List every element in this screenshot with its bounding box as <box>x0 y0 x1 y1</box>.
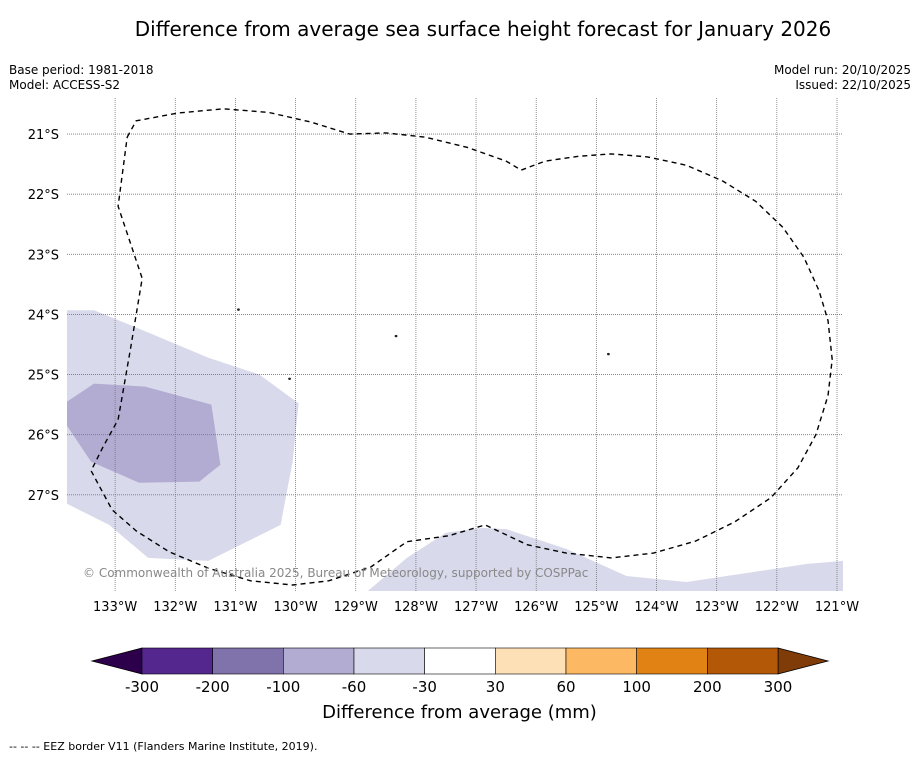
x-tick-label: 132°W <box>153 600 197 615</box>
colorbar-tick-label: -60 <box>342 678 367 696</box>
colorbar-tick-label: -30 <box>412 678 437 696</box>
x-tick-label: 130°W <box>274 600 318 615</box>
model-text: Model: ACCESS-S2 <box>9 78 121 92</box>
base-period-text: Base period: 1981-2018 <box>9 63 154 77</box>
anomaly-regions <box>67 310 843 591</box>
x-tick-label: 127°W <box>454 600 498 615</box>
y-tick-label: 27°S <box>28 489 59 504</box>
x-tick-label: 124°W <box>634 600 678 615</box>
colorbar-tick-label: 300 <box>764 678 793 696</box>
eez-border-layer <box>90 108 833 586</box>
anomaly-region-3 <box>367 527 843 591</box>
eez-border <box>90 108 833 586</box>
colorbar-band-3 <box>283 647 355 675</box>
colorbar-band-7 <box>565 647 637 675</box>
islet-a-island <box>237 308 240 311</box>
y-tick-label: 25°S <box>28 369 59 384</box>
colorbar-extend-high <box>777 647 830 675</box>
y-tick-label: 22°S <box>28 188 59 203</box>
chart-title: Difference from average sea surface heig… <box>134 17 832 41</box>
colorbar-band-9 <box>707 647 779 675</box>
y-axis-ticks: 21°S 22°S 23°S 24°S 25°S 26°S 27°S <box>28 128 59 504</box>
colorbar-extend-low <box>90 647 143 675</box>
y-tick-label: 24°S <box>28 308 59 323</box>
model-run-text: Model run: 20/10/2025 <box>773 63 911 77</box>
colorbar-band-4 <box>353 647 425 675</box>
x-tick-label: 121°W <box>815 600 859 615</box>
islet-c-island <box>288 377 291 380</box>
colorbar-band-6 <box>495 647 567 675</box>
colorbar-title: Difference from average (mm) <box>322 702 597 723</box>
y-tick-label: 26°S <box>28 429 59 444</box>
x-axis-ticks: 133°W 132°W 131°W 130°W 129°W 128°W 127°W 126°W… <box>93 600 859 615</box>
colorbar-band-2 <box>212 647 284 675</box>
colorbar: -300 -200 -100 -60 -30 30 60 100 200 300 <box>90 647 830 696</box>
colorbar-band-8 <box>636 647 708 675</box>
header-right: Model run: 20/10/2025 Issued: 22/10/2025 <box>774 63 911 93</box>
islands-layer <box>237 308 610 380</box>
copyright-text: © Commonwealth of Australia 2025, Bureau… <box>83 566 588 580</box>
anomaly-region-2 <box>67 383 221 483</box>
issued-text: Issued: 22/10/2025 <box>795 78 911 92</box>
header-left: Base period: 1981-2018 Model: ACCESS-S2 <box>9 63 154 93</box>
map-grid <box>67 98 843 591</box>
colorbar-tick-label: -200 <box>196 678 230 696</box>
colorbar-band-5 <box>424 647 496 675</box>
y-tick-label: 21°S <box>28 128 59 143</box>
colorbar-tick-label: 100 <box>622 678 651 696</box>
colorbar-tick-label: 200 <box>693 678 722 696</box>
eez-legend-note: -- -- -- EEZ border V11 (Flanders Marine… <box>9 740 318 753</box>
islet-d-island <box>606 352 610 356</box>
x-tick-label: 122°W <box>755 600 799 615</box>
y-tick-label: 23°S <box>28 248 59 263</box>
colorbar-tick-label: -100 <box>266 678 300 696</box>
colorbar-band-1 <box>141 647 213 675</box>
x-tick-label: 125°W <box>574 600 618 615</box>
x-tick-label: 129°W <box>334 600 378 615</box>
x-tick-label: 131°W <box>213 600 257 615</box>
colorbar-tick-label: -300 <box>125 678 159 696</box>
x-tick-label: 126°W <box>514 600 558 615</box>
x-tick-label: 128°W <box>394 600 438 615</box>
x-tick-label: 133°W <box>93 600 137 615</box>
colorbar-tick-label: 60 <box>556 678 575 696</box>
colorbar-tick-label: 30 <box>486 678 505 696</box>
x-tick-label: 123°W <box>695 600 739 615</box>
islet-b-island <box>394 334 398 338</box>
